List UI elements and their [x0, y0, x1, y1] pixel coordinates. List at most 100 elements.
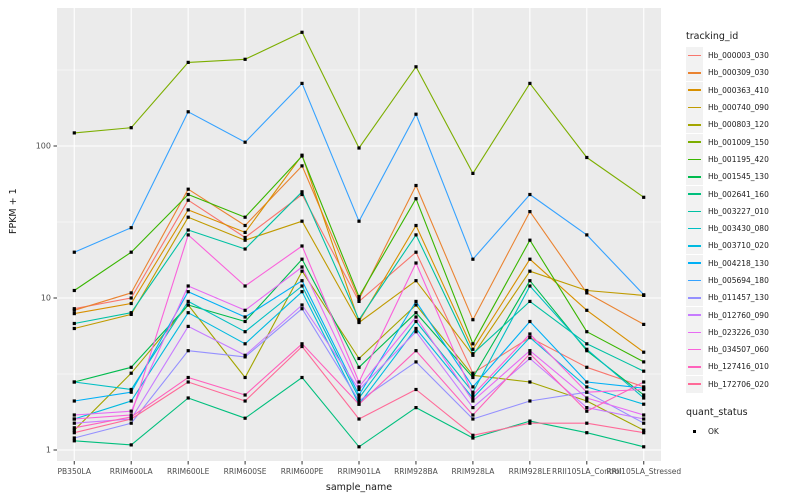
data-point — [357, 399, 361, 403]
data-point — [129, 387, 133, 392]
legend-key-swatch — [686, 99, 703, 117]
data-point — [585, 291, 589, 295]
data-point — [528, 81, 532, 85]
data-point — [528, 332, 532, 336]
data-point — [129, 226, 133, 230]
legend-title-quant-status: quant_status — [686, 406, 748, 418]
data-point — [471, 375, 475, 380]
legend-key-line-icon — [688, 54, 701, 57]
data-point — [129, 296, 133, 300]
data-point — [300, 342, 304, 346]
data-point — [243, 342, 247, 346]
data-point — [186, 198, 190, 202]
data-point — [357, 297, 361, 301]
data-point — [585, 399, 589, 403]
data-point — [243, 57, 247, 61]
legend-key-line-icon — [688, 279, 701, 282]
data-point — [72, 288, 76, 293]
data-point — [300, 269, 304, 273]
legend-entry: Hb_001545_130 — [686, 168, 798, 186]
data-point — [642, 428, 646, 432]
data-point — [300, 284, 304, 288]
data-point — [642, 396, 646, 400]
legend-entry-quant: OK — [686, 423, 798, 441]
data-point — [72, 308, 76, 312]
data-point — [243, 353, 247, 357]
data-point — [186, 208, 190, 212]
data-point — [72, 428, 76, 432]
data-point — [471, 399, 475, 403]
data-point — [357, 402, 361, 406]
legend-key-line-icon — [688, 193, 701, 195]
data-point — [414, 233, 418, 237]
data-point — [357, 219, 361, 223]
legend-entry: Hb_000309_030 — [686, 64, 798, 82]
data-point — [186, 110, 190, 114]
legend-entry-label: Hb_001545_130 — [708, 172, 769, 182]
data-point — [414, 326, 418, 331]
data-point — [414, 112, 418, 116]
data-point — [300, 303, 304, 307]
data-point — [528, 319, 532, 324]
data-point — [471, 406, 475, 410]
legend-key-line-icon — [688, 89, 701, 92]
legend-entry: Hb_011457_130 — [686, 289, 798, 307]
data-point — [642, 431, 646, 435]
data-point — [186, 311, 190, 315]
data-point — [585, 421, 589, 425]
legend-key-line-icon — [688, 297, 701, 299]
data-point — [528, 352, 532, 356]
legend-key-swatch — [686, 133, 703, 151]
legend-entry-label: Hb_127416_010 — [708, 362, 769, 372]
legend-entry-label: Hb_000803_120 — [708, 120, 769, 130]
data-point — [642, 360, 646, 364]
data-point — [357, 295, 361, 299]
data-point — [528, 284, 532, 288]
x-tick-label: RRIM928BA — [394, 467, 439, 476]
data-point — [642, 369, 646, 373]
data-point — [642, 293, 646, 297]
legend-entry: Hb_000803_120 — [686, 116, 798, 134]
y-tick-label: 1 — [46, 446, 51, 455]
x-tick-label: RRII105LA_Control — [552, 467, 622, 476]
data-point — [243, 308, 247, 312]
data-point — [129, 301, 133, 306]
data-point — [585, 288, 589, 293]
legend-entry: Hb_000003_030 — [686, 47, 798, 65]
data-point — [642, 417, 646, 421]
data-point — [414, 315, 418, 319]
legend-entry-label: Hb_003430_080 — [708, 224, 769, 234]
legend-entry-label: Hb_012760_090 — [708, 310, 769, 320]
legend-entry: Hb_003430_080 — [686, 220, 798, 238]
y-axis-title: FPKM + 1 — [8, 188, 19, 234]
legend-key-swatch — [686, 220, 703, 238]
data-point — [528, 210, 532, 214]
data-point — [72, 439, 76, 443]
legend-entry-label: Hb_001195_420 — [708, 154, 769, 164]
data-point — [471, 373, 475, 377]
data-point — [414, 330, 418, 334]
data-point — [300, 164, 304, 168]
data-point — [129, 312, 133, 316]
legend-key-swatch — [686, 254, 703, 272]
legend-entry: Hb_034507_060 — [686, 341, 798, 359]
data-point — [471, 436, 475, 440]
data-point — [243, 416, 247, 420]
data-point — [528, 238, 532, 242]
data-point — [129, 126, 133, 130]
legend-entry: Hb_003227_010 — [686, 202, 798, 220]
data-point — [528, 257, 532, 261]
legend-key-swatch — [686, 168, 703, 186]
data-point — [585, 409, 589, 413]
legend-key-line-icon — [688, 175, 701, 178]
data-point — [414, 303, 418, 307]
data-point — [642, 393, 646, 397]
data-point — [471, 257, 475, 261]
data-point — [471, 390, 475, 394]
data-point — [528, 421, 532, 425]
legend-key-line-icon — [688, 227, 701, 230]
data-point — [72, 431, 76, 435]
data-point — [72, 131, 76, 135]
legend-key-point-icon — [692, 429, 697, 434]
